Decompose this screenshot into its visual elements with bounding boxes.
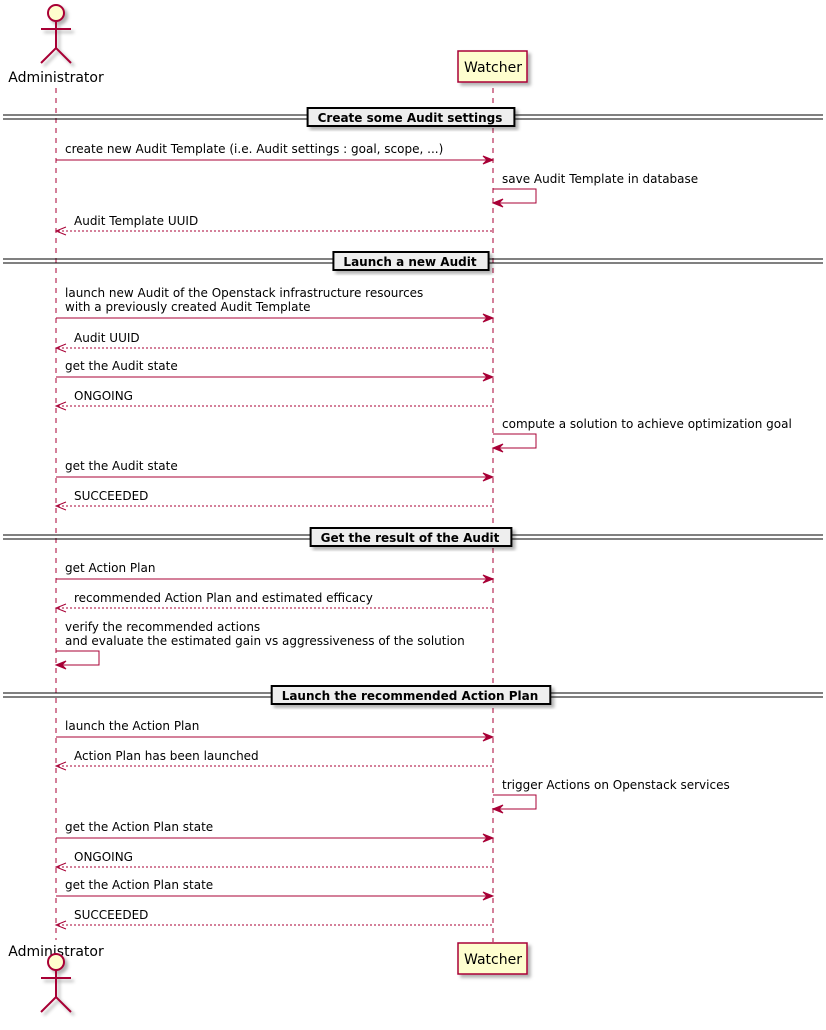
divider-label: Create some Audit settings — [318, 111, 503, 125]
watcher-label: Watcher — [464, 60, 522, 76]
watcher-participant-top: Watcher — [457, 50, 528, 83]
arrowhead-icon — [54, 660, 67, 670]
step-return: Action Plan has been launched — [54, 749, 493, 771]
step-self-system: trigger Actions on Openstack services — [491, 778, 730, 814]
message-label: verify the recommended actions — [65, 620, 260, 634]
message-label: get the Action Plan state — [65, 820, 213, 834]
message-label: SUCCEEDED — [74, 908, 148, 922]
step-call: get the Action Plan state — [56, 878, 495, 901]
message-label: SUCCEEDED — [74, 489, 148, 503]
step-divider: Launch a new Audit — [3, 251, 823, 271]
message-label: with a previously created Audit Template — [65, 300, 311, 314]
divider-box — [332, 251, 490, 271]
step-return: SUCCEEDED — [54, 489, 493, 511]
step-call: create new Audit Template (i.e. Audit se… — [56, 142, 495, 165]
self-message-arrow — [493, 433, 537, 449]
message-label: trigger Actions on Openstack services — [502, 778, 730, 792]
step-return: SUCCEEDED — [54, 908, 493, 930]
administrator-label-top: Administrator — [8, 70, 104, 86]
step-return: ONGOING — [54, 389, 493, 411]
step-return: recommended Action Plan and estimated ef… — [54, 591, 493, 613]
arrowhead-icon — [54, 603, 67, 613]
message-label: Audit UUID — [74, 331, 140, 345]
step-call: launch new Audit of the Openstack infras… — [56, 286, 495, 323]
divider-box — [306, 107, 516, 127]
message-label: Action Plan has been launched — [74, 749, 259, 763]
arrowhead-icon — [54, 401, 67, 411]
arrowhead-icon — [54, 920, 67, 930]
arrowhead-icon — [54, 761, 67, 771]
arrowhead-icon — [54, 343, 67, 353]
step-self-system: compute a solution to achieve optimizati… — [491, 417, 792, 453]
administrator-actor-bottom-icon — [40, 953, 72, 1013]
step-return: ONGOING — [54, 850, 493, 872]
arrowhead-icon — [54, 226, 67, 236]
administrator-actor-top-icon — [40, 4, 72, 64]
divider-box — [270, 685, 552, 705]
step-return: Audit UUID — [54, 331, 493, 353]
message-label: create new Audit Template (i.e. Audit se… — [65, 142, 443, 156]
arrowhead-icon — [54, 501, 67, 511]
arrowhead-icon — [491, 804, 504, 814]
self-message-arrow — [56, 650, 100, 666]
step-call: get Action Plan — [56, 561, 495, 584]
message-label: Audit Template UUID — [74, 214, 198, 228]
arrowhead-icon — [491, 443, 504, 453]
arrowhead-icon — [482, 372, 495, 382]
divider-label: Launch a new Audit — [343, 255, 476, 269]
arrowhead-icon — [482, 472, 495, 482]
divider-box — [309, 527, 513, 547]
step-call: get the Action Plan state — [56, 820, 495, 843]
message-label: ONGOING — [74, 850, 133, 864]
watcher-label: Watcher — [464, 952, 522, 968]
arrowhead-icon — [482, 313, 495, 323]
self-message-arrow — [493, 188, 537, 204]
arrowhead-icon — [482, 833, 495, 843]
message-label: compute a solution to achieve optimizati… — [502, 417, 792, 431]
step-call: get the Audit state — [56, 459, 495, 482]
arrowhead-icon — [482, 891, 495, 901]
step-call: get the Audit state — [56, 359, 495, 382]
self-message-arrow — [493, 794, 537, 810]
message-label: recommended Action Plan and estimated ef… — [74, 591, 373, 605]
message-label: launch new Audit of the Openstack infras… — [65, 286, 423, 300]
watcher-participant-bottom: Watcher — [457, 942, 528, 975]
message-label: get the Action Plan state — [65, 878, 213, 892]
arrowhead-icon — [482, 732, 495, 742]
step-return: Audit Template UUID — [54, 214, 493, 236]
message-label: and evaluate the estimated gain vs aggre… — [65, 634, 465, 648]
step-divider: Launch the recommended Action Plan — [3, 685, 823, 705]
message-label: launch the Action Plan — [65, 719, 199, 733]
message-label: get Action Plan — [65, 561, 155, 575]
arrowhead-icon — [482, 155, 495, 165]
message-label: ONGOING — [74, 389, 133, 403]
message-label: get the Audit state — [65, 459, 178, 473]
step-divider: Get the result of the Audit — [3, 527, 823, 547]
step-self-system: save Audit Template in database — [491, 172, 698, 208]
message-label: save Audit Template in database — [502, 172, 698, 186]
arrowhead-icon — [491, 198, 504, 208]
administrator-label-bottom: Administrator — [8, 944, 104, 960]
step-call: launch the Action Plan — [56, 719, 495, 742]
divider-label: Launch the recommended Action Plan — [282, 689, 539, 703]
divider-label: Get the result of the Audit — [321, 531, 500, 545]
message-label: get the Audit state — [65, 359, 178, 373]
arrowhead-icon — [482, 574, 495, 584]
arrowhead-icon — [54, 862, 67, 872]
step-divider: Create some Audit settings — [3, 107, 823, 127]
